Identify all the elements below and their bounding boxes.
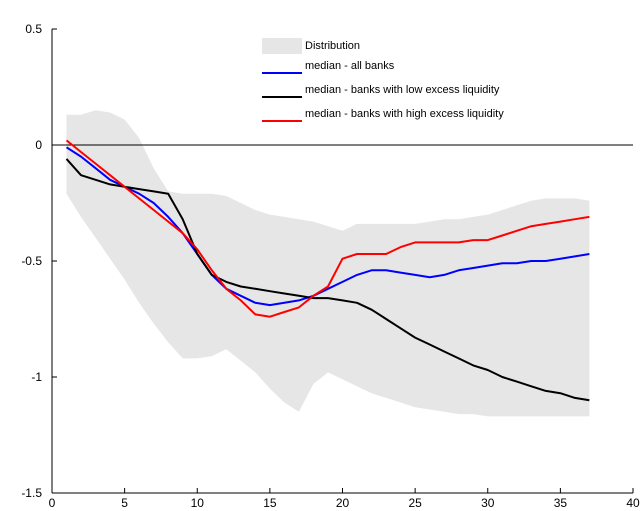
- legend: Distribution median - all banks median - b…: [262, 38, 504, 122]
- legend-label-series-2: median - banks with low excess liquidity: [305, 84, 500, 96]
- legend-label-distribution: Distribution: [305, 40, 360, 52]
- x-tick-label: 0: [49, 496, 56, 510]
- series-line-2: [65, 158, 590, 402]
- y-tick-label: 0: [35, 138, 42, 152]
- legend-swatch-distribution: [262, 38, 302, 54]
- y-tick-label: -1: [31, 370, 42, 384]
- distribution-band: [66, 110, 590, 417]
- x-tick-label: 20: [336, 496, 350, 510]
- x-tick-label: 25: [408, 496, 422, 510]
- x-tick-label: 5: [121, 496, 128, 510]
- plot-area: [52, 110, 633, 417]
- y-tick-label: -1.5: [21, 486, 42, 500]
- x-tick-label: 40: [626, 496, 640, 510]
- series-line-3: [65, 139, 590, 318]
- y-tick-label: 0.5: [25, 22, 42, 36]
- axes: 0.5 0 -0.5 -1 -1.5 0 5 10 15 20 25 30 35 40: [21, 22, 640, 510]
- x-tick-label: 10: [191, 496, 205, 510]
- legend-label-series-3: median - banks with high excess liquidit…: [305, 108, 504, 120]
- legend-label-series-1: median - all banks: [305, 60, 395, 72]
- x-tick-label: 30: [481, 496, 495, 510]
- y-tick-label: -0.5: [21, 254, 42, 268]
- x-tick-label: 35: [554, 496, 568, 510]
- x-tick-label: 15: [263, 496, 277, 510]
- series-line-1: [65, 146, 590, 307]
